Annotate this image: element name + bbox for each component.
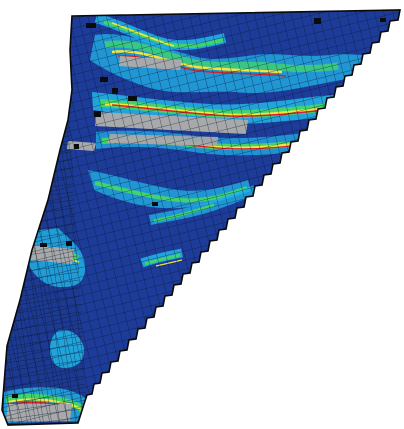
fea-contour-plot [1,9,401,426]
fea-mesh-figure [1,9,401,426]
